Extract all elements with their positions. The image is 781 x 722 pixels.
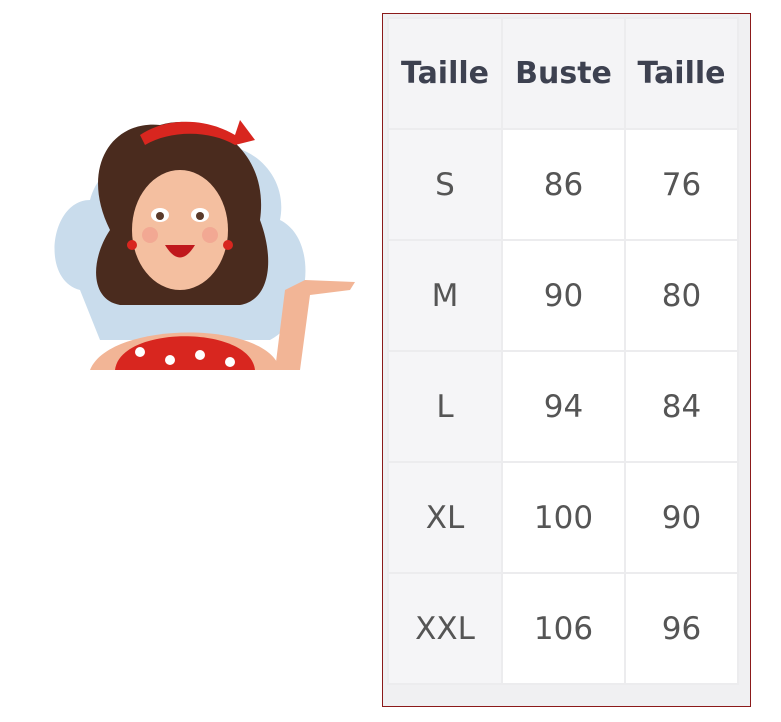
- cell-bust: 86: [501, 128, 626, 241]
- table-row: M 90 80: [387, 239, 739, 352]
- header-size: Taille: [387, 17, 503, 130]
- cell-waist: 96: [624, 572, 739, 685]
- table-header-row: Taille Buste Taille: [387, 17, 739, 130]
- pinup-woman-illustration: [54, 120, 355, 370]
- cell-waist: 76: [624, 128, 739, 241]
- cell-bust: 94: [501, 350, 626, 463]
- cell-size: S: [387, 128, 503, 241]
- cell-bust: 100: [501, 461, 626, 574]
- cell-size: M: [387, 239, 503, 352]
- size-chart-table: Taille Buste Taille S 86 76 M 90 80 L 94…: [387, 17, 739, 685]
- cell-size: XL: [387, 461, 503, 574]
- cell-bust: 106: [501, 572, 626, 685]
- header-bust: Buste: [501, 17, 626, 130]
- table-row: XL 100 90: [387, 461, 739, 574]
- cell-size: L: [387, 350, 503, 463]
- table-row: L 94 84: [387, 350, 739, 463]
- header-waist: Taille: [624, 17, 739, 130]
- cell-size: XXL: [387, 572, 503, 685]
- size-chart-frame: Taille Buste Taille S 86 76 M 90 80 L 94…: [382, 13, 751, 707]
- cell-waist: 90: [624, 461, 739, 574]
- table-row: XXL 106 96: [387, 572, 739, 685]
- cell-waist: 80: [624, 239, 739, 352]
- table-row: S 86 76: [387, 128, 739, 241]
- cell-waist: 84: [624, 350, 739, 463]
- cell-bust: 90: [501, 239, 626, 352]
